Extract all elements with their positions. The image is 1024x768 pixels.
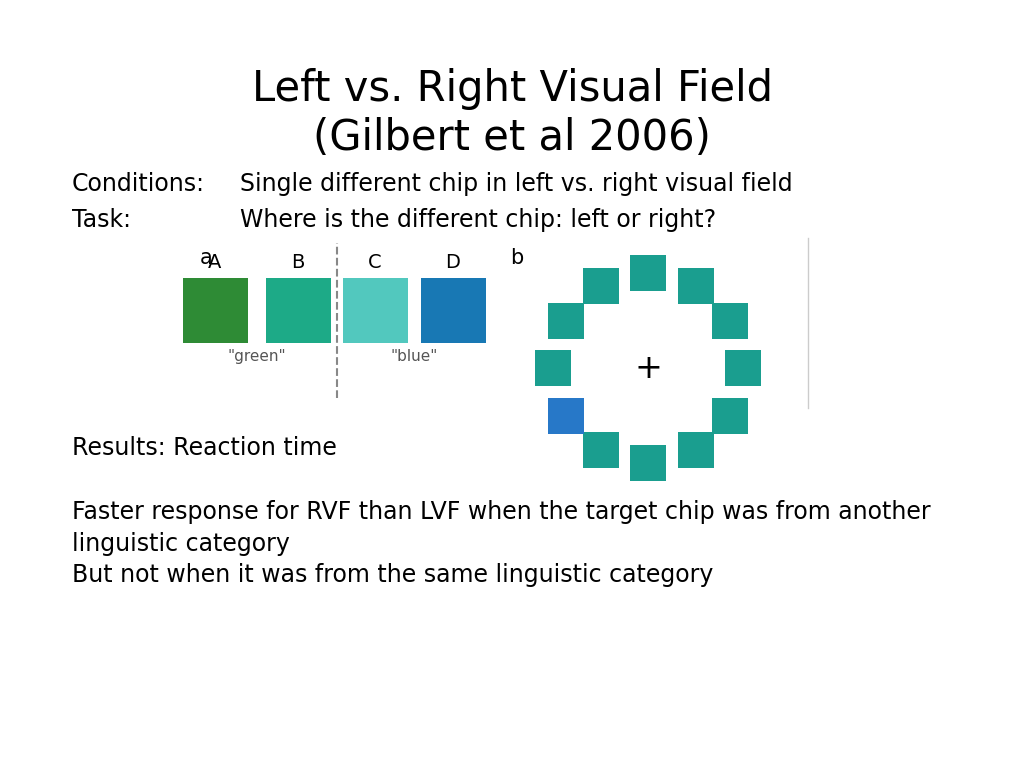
Text: C: C: [369, 253, 382, 272]
Bar: [678, 268, 714, 303]
Bar: [630, 445, 666, 481]
Text: A: A: [208, 253, 221, 272]
Text: Task:: Task:: [72, 208, 131, 232]
Text: b: b: [510, 248, 523, 268]
Bar: [713, 398, 749, 433]
Bar: [535, 350, 571, 386]
Bar: [421, 278, 485, 343]
Bar: [548, 303, 584, 339]
Text: "blue": "blue": [390, 349, 437, 364]
Text: Where is the different chip: left or right?: Where is the different chip: left or rig…: [240, 208, 716, 232]
Text: B: B: [291, 253, 305, 272]
Bar: [583, 432, 618, 468]
Text: Single different chip in left vs. right visual field: Single different chip in left vs. right …: [240, 172, 793, 196]
Bar: [725, 350, 761, 386]
Bar: [548, 398, 584, 433]
Bar: [678, 432, 714, 468]
Bar: [265, 278, 331, 343]
Bar: [713, 303, 749, 339]
Text: Conditions:: Conditions:: [72, 172, 205, 196]
Bar: [630, 255, 666, 291]
Text: Faster response for RVF than LVF when the target chip was from another
linguisti: Faster response for RVF than LVF when th…: [72, 500, 931, 588]
Text: "green": "green": [227, 349, 286, 364]
Bar: [182, 278, 248, 343]
Text: +: +: [634, 352, 662, 385]
Bar: [342, 278, 408, 343]
Text: D: D: [445, 253, 461, 272]
Bar: [583, 268, 618, 303]
Text: Results: Reaction time: Results: Reaction time: [72, 436, 337, 460]
Text: a: a: [200, 248, 213, 268]
Text: Left vs. Right Visual Field
(Gilbert et al 2006): Left vs. Right Visual Field (Gilbert et …: [252, 68, 772, 159]
